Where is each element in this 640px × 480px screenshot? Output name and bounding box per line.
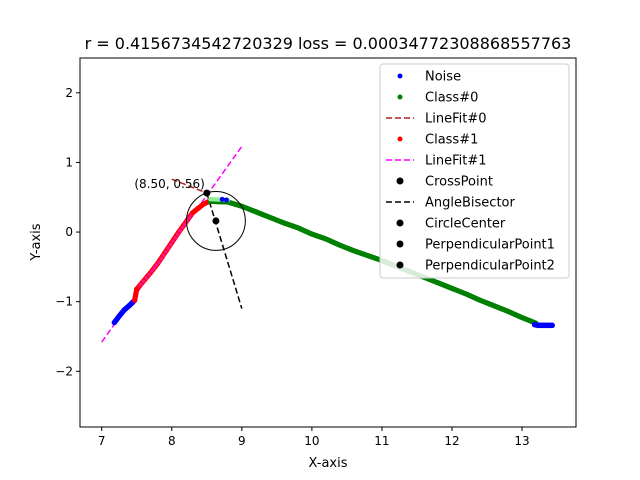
class1-highlight-point xyxy=(171,239,175,244)
x-tick-label: 13 xyxy=(514,434,529,448)
class1-highlight-point xyxy=(175,232,180,237)
x-tick-label: 11 xyxy=(374,434,389,448)
legend-label: CrossPoint xyxy=(425,175,493,190)
legend-label: Class#1 xyxy=(425,133,478,148)
fitted-circle xyxy=(185,190,246,251)
y-axis-label: Y-axis xyxy=(29,223,44,261)
legend-label: LineFit#1 xyxy=(425,154,487,169)
legend-label: LineFit#0 xyxy=(425,112,487,127)
plot-frame xyxy=(79,57,577,428)
x-tick-label: 8 xyxy=(168,434,176,448)
class1-highlight-point xyxy=(178,229,182,233)
y-tick-label: 0 xyxy=(65,225,73,239)
class1-highlight-point xyxy=(166,246,171,251)
legend-label: Class#0 xyxy=(425,91,478,106)
y-tick-label: −1 xyxy=(55,295,73,309)
legend-label: AngleBisector xyxy=(425,196,515,211)
y-tick-label: 2 xyxy=(65,86,73,100)
x-tick-label: 12 xyxy=(444,434,459,448)
legend-marker-swatch xyxy=(397,136,403,142)
cross-point xyxy=(203,189,211,197)
x-axis-ticks: 7 8 9 10 11 12 13 xyxy=(98,427,530,448)
legend-marker-swatch xyxy=(396,261,404,269)
class1-highlight-point xyxy=(159,256,164,261)
class1-highlight-point xyxy=(182,222,187,227)
class1-highlight-point xyxy=(141,279,146,284)
legend-marker-swatch xyxy=(396,219,404,227)
legend-label: CircleCenter xyxy=(425,217,506,232)
noise-point xyxy=(223,197,229,203)
noise-point xyxy=(219,196,225,202)
class1-highlight-point xyxy=(152,266,157,271)
x-axis-label: X-axis xyxy=(309,456,348,471)
class1-point xyxy=(134,286,140,292)
legend-label: PerpendicularPoint2 xyxy=(425,259,555,274)
x-tick-label: 9 xyxy=(238,434,246,448)
class1-highlight-point xyxy=(164,249,168,254)
noise-point xyxy=(549,322,555,329)
class1-highlight-point xyxy=(187,216,192,220)
y-tick-label: 1 xyxy=(65,155,73,169)
x-tick-label: 7 xyxy=(98,434,106,448)
legend-label: PerpendicularPoint1 xyxy=(425,238,555,253)
legend-marker-swatch xyxy=(397,73,403,79)
legend-box xyxy=(379,63,570,279)
class1-highlight-point xyxy=(154,263,159,268)
class1-highlight-point xyxy=(150,269,154,274)
class1-highlight-point xyxy=(173,236,178,240)
series-line-2 xyxy=(206,192,243,309)
legend: Noise Class#0 LineFit#0 Class#1 LineFit#1 Cro… xyxy=(379,63,570,279)
chart-title: r = 0.4156734542720329 loss = 0.00034772… xyxy=(85,34,572,53)
legend-label: Noise xyxy=(425,70,461,85)
class1-highlight-point xyxy=(168,242,173,247)
x-tick-label: 10 xyxy=(304,434,319,448)
circle-center-point xyxy=(212,217,220,225)
class1-highlight-point xyxy=(147,272,151,277)
series-line-1 xyxy=(171,178,208,194)
legend-marker-swatch xyxy=(397,94,403,100)
plot-area: (8.50, 0.56) xyxy=(101,145,555,343)
class1-highlight-point xyxy=(144,276,149,280)
legend-marker-swatch xyxy=(396,177,404,185)
cross-point-annotation: (8.50, 0.56) xyxy=(134,177,204,191)
class1-highlight-point xyxy=(161,253,166,258)
y-axis-ticks: −2 −1 0 1 2 xyxy=(55,86,80,378)
class1-highlight-point xyxy=(157,260,161,264)
legend-marker-swatch xyxy=(396,240,404,248)
y-tick-label: −2 xyxy=(55,364,73,378)
class1-highlight-point xyxy=(138,282,143,287)
class1-highlight-point xyxy=(180,225,185,230)
